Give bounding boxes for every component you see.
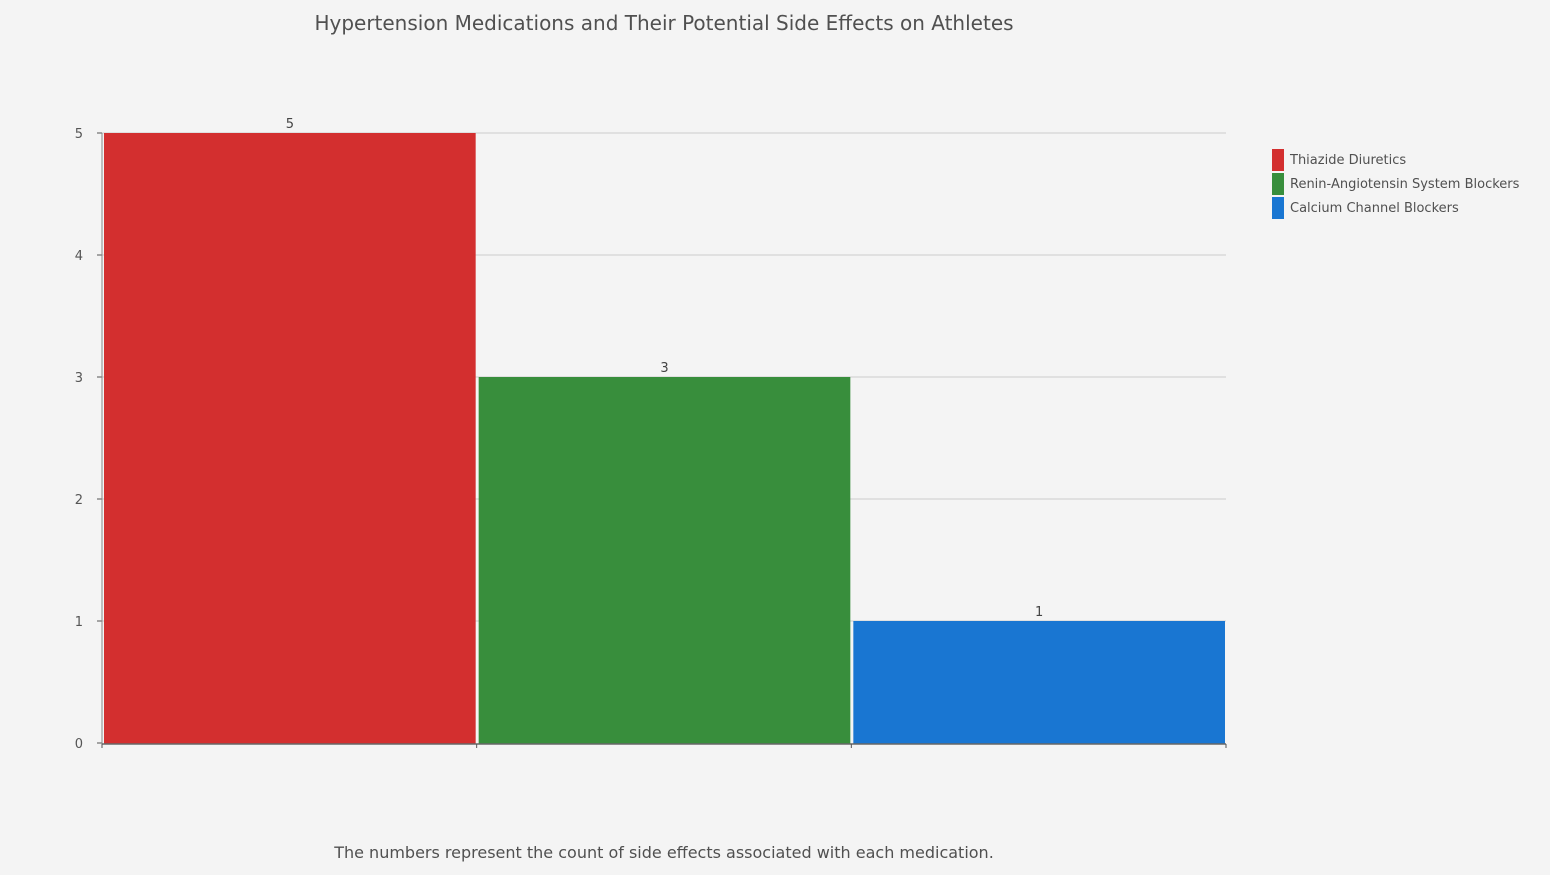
legend-swatch [1272,149,1284,171]
legend-item-ras-blockers[interactable]: Renin-Angiotensin System Blockers [1272,172,1519,196]
legend-swatch [1272,197,1284,219]
y-tick-label: 4 [75,249,83,264]
data-label: 1 [1035,605,1043,620]
legend-swatch [1272,173,1284,195]
legend-label: Calcium Channel Blockers [1290,200,1459,216]
y-tick-label: 5 [75,127,83,142]
legend-item-thiazide-diuretics[interactable]: Thiazide Diuretics [1272,148,1519,172]
chart-caption: The numbers represent the count of side … [334,843,994,862]
y-tick-label: 0 [75,737,83,752]
legend: Thiazide Diuretics Renin-Angiotensin Sys… [1272,148,1519,220]
legend-item-calcium-channel-blockers[interactable]: Calcium Channel Blockers [1272,196,1519,220]
data-label: 3 [660,361,668,376]
data-label: 5 [286,117,294,132]
y-tick-label: 3 [75,371,83,386]
bar [478,377,851,744]
bar [104,133,476,744]
y-tick-label: 1 [75,615,83,630]
bar [853,621,1225,744]
y-tick-label: 2 [75,493,83,508]
chart-title: Hypertension Medications and Their Poten… [314,11,1014,35]
legend-label: Renin-Angiotensin System Blockers [1290,176,1520,192]
legend-label: Thiazide Diuretics [1290,152,1407,168]
